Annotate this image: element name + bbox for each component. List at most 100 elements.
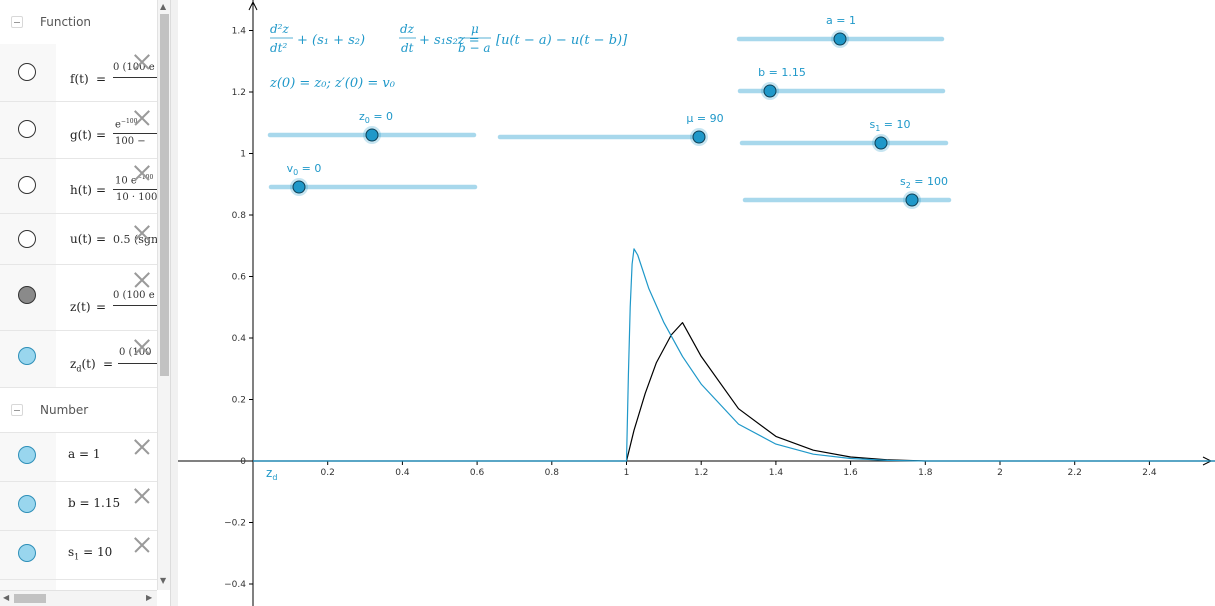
algebra-row-u[interactable]: u(t) = 0.5 (sgn	[0, 214, 157, 265]
y-tick-label: 1.4	[232, 27, 247, 37]
collapse-icon[interactable]	[11, 16, 23, 28]
algebra-row-b[interactable]: b = 1.15	[0, 482, 157, 531]
visibility-toggle-icon[interactable]	[18, 286, 36, 304]
ode-equation: d²z dt² + (s₁ + s₂) dz dt + s₁s₂z = μ b …	[269, 22, 628, 91]
scroll-left-icon[interactable]: ◀	[3, 593, 10, 602]
slider-v0[interactable]: v0 = 0	[268, 162, 478, 196]
horizontal-scrollbar[interactable]: ◀ ▶	[0, 590, 157, 606]
slider-handle	[292, 180, 306, 194]
visibility-toggle-icon[interactable]	[18, 495, 36, 513]
slider-label: a = 1	[826, 14, 856, 27]
eq-dz-numerator: dz	[400, 22, 415, 36]
y-tick-label: 1.2	[232, 88, 246, 98]
y-tick-label: 0	[240, 457, 246, 467]
slider-label: s2 = 100	[900, 175, 948, 190]
slider-label: b = 1.15	[758, 66, 806, 79]
slider-b[interactable]: b = 1.15	[737, 66, 946, 100]
y-tick-label: 1	[240, 150, 246, 160]
algebra-row-h[interactable]: h(t) = 10 e−100 10 · 100	[0, 159, 157, 214]
x-tick-label: 1.8	[918, 468, 933, 478]
function-name: z(t)	[70, 300, 91, 314]
delete-icon[interactable]	[133, 438, 151, 456]
visibility-toggle-icon[interactable]	[18, 176, 36, 194]
section-number[interactable]: Number	[0, 388, 157, 433]
graphics-view[interactable]: 0.2 0.4 0.6 0.8 1 1.2 1.4 1.6 1.8 2 2.2 2.4 −0.4 −0.…	[178, 0, 1215, 606]
visibility-toggle-icon[interactable]	[18, 230, 36, 248]
x-tick-label: 0.8	[545, 468, 560, 478]
slider-handle	[365, 128, 379, 142]
x-tick-label: 1.4	[769, 468, 784, 478]
slider-mu[interactable]: μ = 90	[497, 112, 724, 146]
scroll-down-icon[interactable]: ▼	[160, 576, 167, 585]
algebra-list: Function f(t) = 0 (100 e g(t) = e−100 10…	[0, 0, 157, 590]
algebra-row-g[interactable]: g(t) = e−100 100 −	[0, 102, 157, 159]
number-value: 1	[92, 447, 101, 461]
number-name: b	[68, 496, 76, 510]
algebra-row-f[interactable]: f(t) = 0 (100 e	[0, 44, 157, 102]
delete-icon[interactable]	[133, 109, 151, 127]
y-tick-label: 0.4	[232, 334, 247, 344]
eq-lhs-denominator: dt²	[270, 41, 288, 55]
delete-icon[interactable]	[133, 338, 151, 356]
scrollbar-thumb[interactable]	[160, 14, 169, 376]
slider-handle	[874, 136, 888, 150]
scroll-up-icon[interactable]: ▲	[160, 2, 167, 11]
slider-handle	[763, 84, 777, 98]
slider-label: μ = 90	[686, 112, 723, 125]
panel-divider[interactable]	[170, 0, 178, 606]
eq-rhs-numerator: μ	[471, 22, 479, 36]
function-numerator: 10 e	[115, 175, 137, 187]
y-axis-arrow	[248, 0, 258, 11]
slider-label: s1 = 10	[869, 118, 910, 133]
vertical-scrollbar[interactable]: ▲ ▼	[157, 0, 170, 590]
y-tick-label: 0.2	[232, 396, 246, 406]
algebra-row-s1[interactable]: s1 = 10	[0, 531, 157, 580]
algebra-row-z[interactable]: z(t) = 0 (100 e	[0, 265, 157, 331]
visibility-toggle-icon[interactable]	[18, 63, 36, 81]
y-tick-label: −0.4	[224, 580, 246, 590]
x-tick-label: 0.2	[321, 468, 335, 478]
eq-initial-conditions: z(0) = z₀; z′(0) = v₀	[269, 76, 396, 91]
delete-icon[interactable]	[133, 487, 151, 505]
eq-rhs-tail: [u(t − a) − u(t − b)]	[496, 33, 628, 48]
collapse-icon[interactable]	[11, 404, 23, 416]
delete-icon[interactable]	[133, 53, 151, 71]
scroll-right-icon[interactable]: ▶	[146, 593, 153, 602]
algebra-row-zd[interactable]: zd(t) = 0 (100	[0, 331, 157, 388]
eq-dz-denominator: dt	[401, 41, 414, 55]
x-tick-label: 2.2	[1068, 468, 1082, 478]
slider-a[interactable]: a = 1	[736, 14, 945, 48]
visibility-toggle-icon[interactable]	[18, 544, 36, 562]
y-tick-label: 0.8	[232, 211, 247, 221]
eq-rhs-denominator: b − a	[458, 41, 491, 55]
function-denominator: 10 · 100	[116, 192, 157, 203]
function-name: zd(t)	[70, 357, 96, 374]
delete-icon[interactable]	[133, 224, 151, 242]
algebra-row-a[interactable]: a = 1	[0, 433, 157, 482]
delete-icon[interactable]	[133, 536, 151, 554]
visibility-toggle-icon[interactable]	[18, 120, 36, 138]
slider-s2[interactable]: s2 = 100	[742, 175, 952, 209]
slider-z0[interactable]: z0 = 0	[267, 110, 477, 144]
scrollbar-thumb[interactable]	[14, 594, 46, 603]
section-function[interactable]: Function	[0, 0, 157, 45]
slider-handle	[833, 32, 847, 46]
x-tick-label: 1.6	[843, 468, 858, 478]
slider-s1[interactable]: s1 = 10	[739, 118, 949, 152]
algebra-row-partial[interactable]	[0, 580, 157, 590]
delete-icon[interactable]	[133, 164, 151, 182]
curve-label-zd: zd	[266, 466, 277, 482]
function-name: u(t)	[70, 232, 92, 246]
slider-handle	[905, 193, 919, 207]
visibility-toggle-icon[interactable]	[18, 446, 36, 464]
function-name: f(t)	[70, 72, 89, 86]
function-numerator: e	[115, 119, 121, 131]
series-z	[253, 322, 1215, 462]
x-tick-label: 1	[624, 468, 630, 478]
function-numerator-exponent: −100	[120, 118, 138, 125]
delete-icon[interactable]	[133, 271, 151, 289]
series-zd	[253, 248, 1215, 462]
visibility-toggle-icon[interactable]	[18, 347, 36, 365]
number-name: a	[68, 447, 76, 461]
section-label: Number	[40, 403, 89, 417]
